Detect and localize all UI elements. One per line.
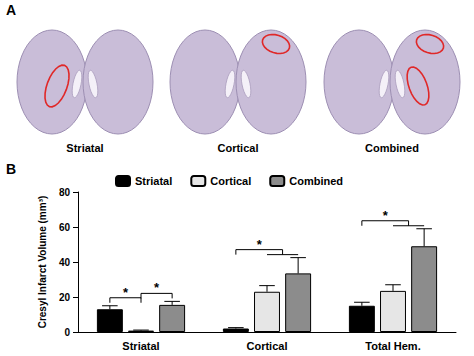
svg-text:Cortical: Cortical — [210, 175, 251, 187]
svg-text:Combined: Combined — [289, 175, 343, 187]
svg-text:Cresyl Infarct Volume (mm³): Cresyl Infarct Volume (mm³) — [37, 196, 48, 329]
svg-text:*: * — [154, 280, 160, 295]
svg-text:B: B — [6, 161, 16, 177]
svg-text:Striatal: Striatal — [135, 175, 172, 187]
svg-text:0: 0 — [64, 327, 70, 338]
svg-text:Striatal: Striatal — [66, 142, 103, 154]
svg-text:80: 80 — [59, 187, 71, 198]
svg-text:Combined: Combined — [365, 142, 419, 154]
svg-text:*: * — [257, 237, 263, 252]
svg-text:Total Hem.: Total Hem. — [365, 340, 420, 352]
svg-text:A: A — [6, 2, 16, 18]
svg-text:Striatal: Striatal — [122, 340, 159, 352]
svg-text:Cortical: Cortical — [218, 142, 259, 154]
svg-text:*: * — [383, 208, 389, 223]
svg-text:*: * — [123, 285, 129, 300]
svg-text:Cortical: Cortical — [247, 340, 288, 352]
svg-text:40: 40 — [59, 257, 71, 268]
svg-text:20: 20 — [59, 292, 71, 303]
svg-text:60: 60 — [59, 222, 71, 233]
